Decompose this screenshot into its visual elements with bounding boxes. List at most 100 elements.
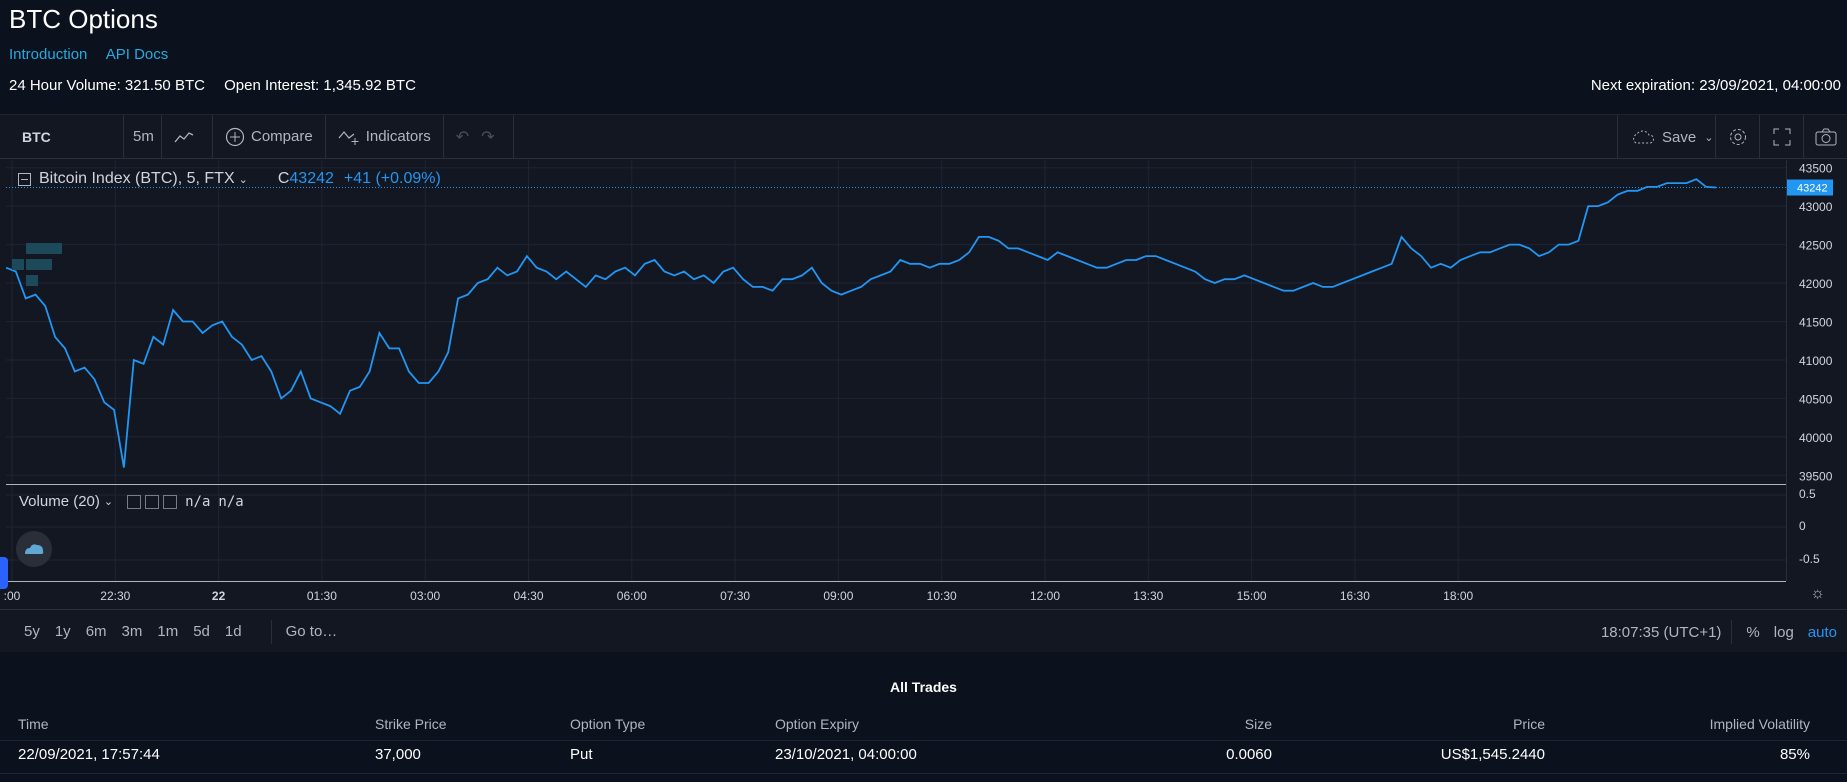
undo-icon[interactable]: ↶ — [455, 128, 470, 146]
time-tick-label: 04:30 — [513, 589, 543, 603]
close-prefix: C — [277, 170, 290, 187]
cell-implied-volatility: 85% — [1779, 746, 1810, 763]
col-option-type: Option Type — [570, 716, 646, 732]
chevron-down-icon[interactable]: ⌄ — [238, 173, 248, 186]
volume-tick-label: 0.5 — [1799, 487, 1816, 501]
redo-icon[interactable]: ↷ — [481, 128, 495, 146]
auto-toggle[interactable]: auto — [1807, 623, 1837, 641]
tradingview-logo[interactable] — [16, 531, 52, 567]
eye-icon[interactable] — [127, 494, 142, 509]
range-1d[interactable]: 1d — [224, 623, 242, 640]
toolbar-right: Save ⌄ — [1617, 115, 1847, 159]
time-axis[interactable]: :00 22:30 22 01:30 03:00 04:30 06:00 07:30 09:00… — [0, 581, 1786, 609]
price-chart[interactable] — [6, 160, 1786, 483]
range-5d[interactable]: 5d — [193, 623, 210, 640]
range-1y[interactable]: 1y — [54, 623, 71, 640]
time-tick-label: 18:00 — [1443, 589, 1473, 603]
time-tick-label: :00 — [4, 589, 21, 603]
price-tick-label: 39500 — [1799, 469, 1833, 483]
plus-circle-icon — [225, 127, 245, 147]
chart-widget: BTC 5m Compare Indicators ↶ ↷ — [0, 114, 1847, 652]
last-price-badge — [1787, 179, 1833, 196]
price-axis[interactable]: 43500 43000 42500 42000 41500 41000 40500 40000… — [1786, 160, 1847, 581]
range-5y[interactable]: 5y — [24, 623, 40, 640]
col-size: Size — [1244, 716, 1272, 732]
price-tick-label: 41000 — [1799, 354, 1833, 368]
time-tick-label: 22:30 — [100, 589, 130, 603]
close-icon[interactable] — [163, 494, 178, 509]
cell-option-expiry: 23/10/2021, 04:00:00 — [775, 746, 917, 763]
header-links: Introduction API Docs — [9, 46, 183, 63]
symbol-button[interactable]: BTC — [0, 114, 124, 159]
cell-time: 22/09/2021, 17:57:44 — [18, 746, 160, 763]
close-value: 43242 — [289, 170, 334, 187]
percent-toggle[interactable]: % — [1746, 623, 1760, 641]
table-divider — [0, 773, 1847, 774]
time-tick-label: 07:30 — [720, 589, 750, 603]
fullscreen-button[interactable] — [1759, 115, 1803, 159]
time-tick-label: 22 — [212, 589, 226, 603]
volume-tick-label: -0.5 — [1799, 552, 1820, 566]
series-title[interactable]: Bitcoin Index (BTC), 5, FTX — [39, 170, 235, 187]
col-implied-volatility: Implied Volatility — [1709, 716, 1810, 732]
chart-bottom-bar: 5y 1y 6m 3m 1m 5d 1d Go to… 18:07:35 (UT… — [0, 609, 1847, 653]
save-button[interactable]: Save ⌄ — [1617, 115, 1715, 159]
col-option-expiry: Option Expiry — [775, 716, 860, 732]
clock: 18:07:35 (UTC+1) — [1600, 623, 1722, 641]
log-toggle[interactable]: log — [1773, 623, 1794, 641]
time-tick-label: 09:00 — [823, 589, 853, 603]
time-tick-label: 01:30 — [307, 589, 337, 603]
col-strike: Strike Price — [375, 716, 447, 732]
range-6m[interactable]: 6m — [85, 623, 107, 640]
price-tick-label: 43000 — [1799, 200, 1833, 214]
goto-button[interactable]: Go to… — [285, 623, 338, 640]
time-tick-label: 03:00 — [410, 589, 440, 603]
price-tick-label: 40500 — [1799, 392, 1833, 406]
settings-icon[interactable] — [145, 494, 160, 509]
market-stats: 24 Hour Volume: 321.50 BTC Open Interest… — [9, 77, 431, 94]
col-time: Time — [18, 716, 49, 732]
time-axis-settings-icon[interactable]: ☼ — [1810, 585, 1825, 602]
chevron-down-icon: ⌄ — [1704, 131, 1714, 144]
volume-value-2: n/a — [218, 493, 244, 510]
table-divider — [0, 740, 1847, 741]
indicators-icon — [338, 128, 360, 146]
volume-24h: 24 Hour Volume: 321.50 BTC — [9, 77, 205, 94]
volume-value-1: n/a — [185, 493, 211, 510]
cloud-icon — [1630, 128, 1656, 146]
interval-button[interactable]: 5m — [124, 114, 162, 159]
camera-icon — [1815, 128, 1837, 146]
range-3m[interactable]: 3m — [121, 623, 143, 640]
save-label: Save — [1662, 128, 1697, 146]
collapse-legend-icon[interactable] — [18, 172, 31, 186]
chart-type-button[interactable] — [162, 114, 213, 159]
compare-button[interactable]: Compare — [213, 114, 326, 159]
volume-pane[interactable] — [6, 484, 1786, 581]
last-price-badge-label: 43242 — [1797, 183, 1828, 195]
cell-option-type: Put — [570, 746, 593, 763]
settings-button[interactable] — [1715, 115, 1759, 159]
sidebar-toggle-handle[interactable] — [0, 557, 8, 589]
open-interest: Open Interest: 1,345.92 BTC — [224, 77, 416, 94]
volume-title[interactable]: Volume (20) — [19, 493, 100, 510]
cloud-logo-icon — [25, 544, 44, 554]
gear-icon — [1728, 127, 1748, 147]
api-docs-link[interactable]: API Docs — [105, 46, 169, 63]
change-value: +41 (+0.09%) — [343, 170, 441, 187]
cell-strike: 37,000 — [375, 746, 421, 763]
volume-tick-label: 0 — [1799, 519, 1806, 533]
range-1m[interactable]: 1m — [157, 623, 179, 640]
undo-redo-group: ↶ ↷ — [444, 114, 514, 159]
fullscreen-icon — [1773, 128, 1791, 146]
indicators-button[interactable]: Indicators — [326, 114, 444, 159]
volume-legend: Volume (20) ⌄ n/a n/a — [19, 493, 244, 510]
price-series-line — [6, 178, 1717, 468]
screenshot-button[interactable] — [1803, 115, 1847, 159]
price-tick-label: 43500 — [1799, 162, 1833, 176]
introduction-link[interactable]: Introduction — [9, 46, 88, 63]
col-price: Price — [1513, 716, 1545, 732]
line-chart-icon — [174, 130, 194, 144]
time-tick-label: 13:30 — [1133, 589, 1163, 603]
chevron-down-icon[interactable]: ⌄ — [103, 496, 114, 508]
divider — [1731, 620, 1733, 644]
